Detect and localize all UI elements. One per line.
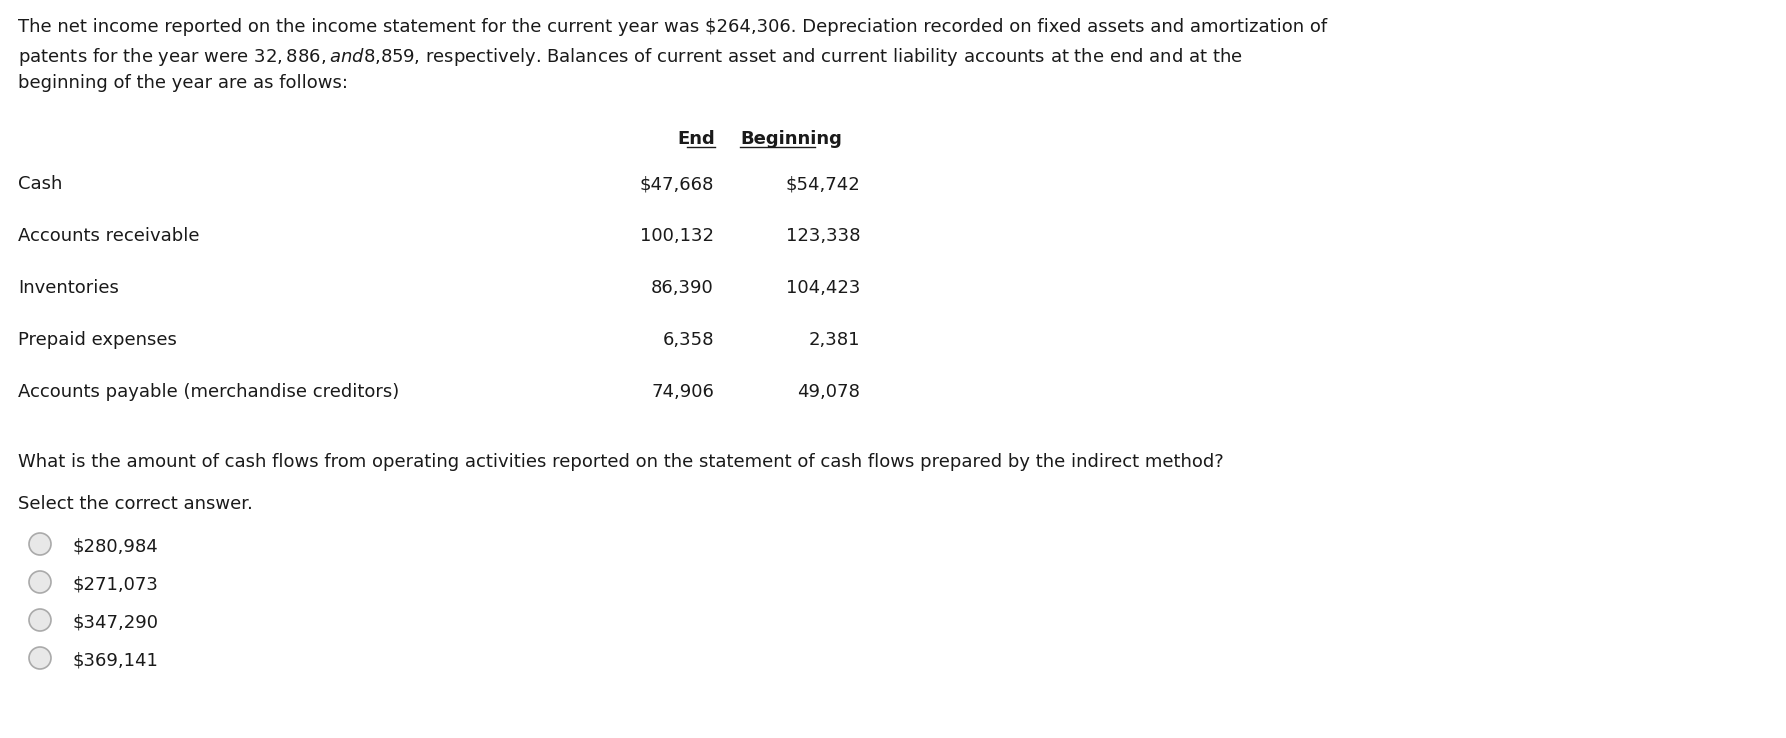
- Text: Prepaid expenses: Prepaid expenses: [18, 331, 177, 349]
- Text: 100,132: 100,132: [639, 227, 714, 245]
- Text: Select the correct answer.: Select the correct answer.: [18, 495, 254, 513]
- Text: beginning of the year are as follows:: beginning of the year are as follows:: [18, 74, 348, 92]
- Text: 49,078: 49,078: [797, 383, 861, 401]
- Text: $347,290: $347,290: [71, 613, 157, 631]
- Text: 123,338: 123,338: [786, 227, 861, 245]
- Text: Accounts payable (merchandise creditors): Accounts payable (merchandise creditors): [18, 383, 400, 401]
- Ellipse shape: [29, 609, 52, 631]
- Text: Cash: Cash: [18, 175, 63, 193]
- Text: $271,073: $271,073: [71, 575, 157, 593]
- Text: End: End: [677, 130, 714, 148]
- Ellipse shape: [29, 571, 52, 593]
- Text: The net income reported on the income statement for the current year was $264,30: The net income reported on the income st…: [18, 18, 1327, 36]
- Text: 104,423: 104,423: [786, 279, 861, 297]
- Text: 6,358: 6,358: [663, 331, 714, 349]
- Ellipse shape: [29, 533, 52, 555]
- Text: Beginning: Beginning: [739, 130, 841, 148]
- Text: patents for the year were $32,886, and $8,859, respectively. Balances of current: patents for the year were $32,886, and $…: [18, 46, 1243, 68]
- Ellipse shape: [29, 647, 52, 669]
- Text: $47,668: $47,668: [639, 175, 714, 193]
- Text: 2,381: 2,381: [809, 331, 861, 349]
- Text: What is the amount of cash flows from operating activities reported on the state: What is the amount of cash flows from op…: [18, 453, 1223, 471]
- Text: $369,141: $369,141: [71, 651, 157, 669]
- Text: Inventories: Inventories: [18, 279, 120, 297]
- Text: Accounts receivable: Accounts receivable: [18, 227, 200, 245]
- Text: $54,742: $54,742: [786, 175, 861, 193]
- Text: 74,906: 74,906: [652, 383, 714, 401]
- Text: 86,390: 86,390: [652, 279, 714, 297]
- Text: $280,984: $280,984: [71, 537, 157, 555]
